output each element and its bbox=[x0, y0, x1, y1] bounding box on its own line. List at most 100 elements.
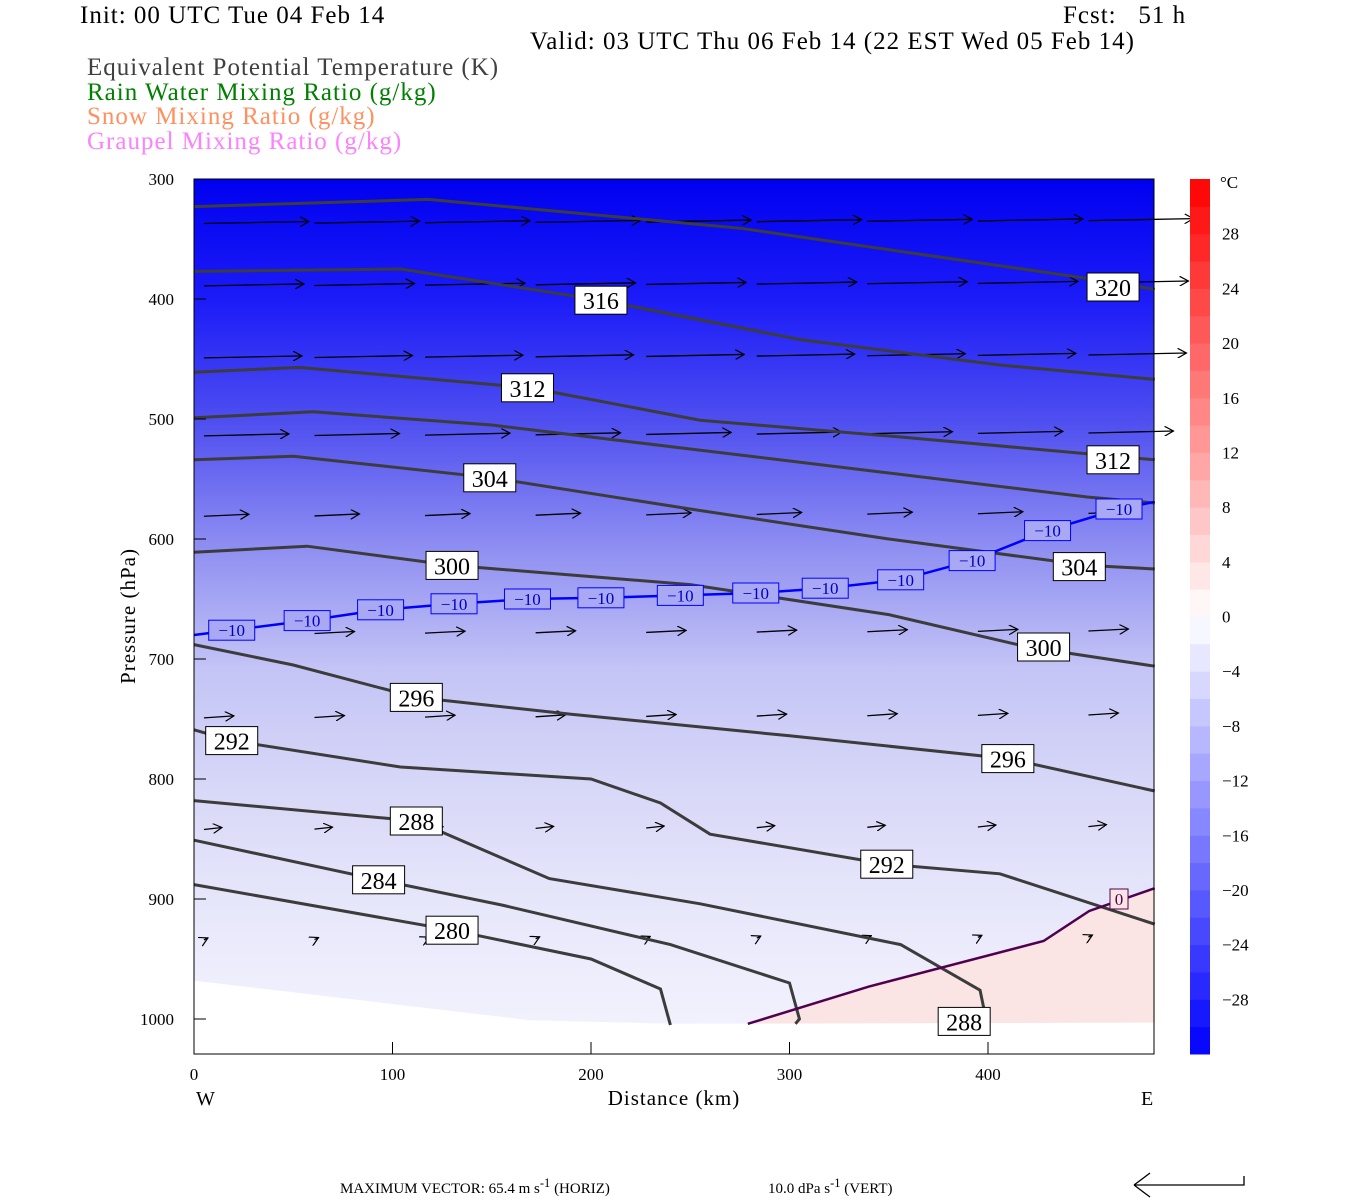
wind-vector bbox=[646, 826, 664, 828]
wind-vector bbox=[314, 938, 318, 940]
wind-vector bbox=[977, 629, 1018, 631]
y-tick-label: 800 bbox=[149, 770, 175, 789]
wind-vector bbox=[756, 354, 855, 356]
colorbar-bin bbox=[1190, 315, 1210, 344]
colorbar-bin bbox=[1190, 534, 1210, 563]
contour-label-box bbox=[937, 1006, 991, 1036]
wind-vector bbox=[314, 827, 332, 829]
colorbar-bin bbox=[1190, 261, 1210, 289]
wind-vector bbox=[203, 221, 309, 223]
wind-vector bbox=[535, 433, 621, 435]
colorbar-bin bbox=[1190, 999, 1210, 1028]
wind-vector bbox=[535, 715, 566, 717]
colorbar-bin bbox=[1190, 343, 1210, 371]
wind-vector bbox=[535, 355, 634, 357]
isotherm-label-box bbox=[430, 593, 478, 615]
x-tick-label: 100 bbox=[380, 1065, 406, 1084]
wind-vector bbox=[756, 220, 862, 222]
wind-vector bbox=[203, 434, 289, 436]
colorbar-bin bbox=[1190, 917, 1210, 946]
isotherm-label: 0 bbox=[1115, 890, 1124, 909]
colorbar-label: −8 bbox=[1222, 717, 1240, 736]
colorbar-label: 4 bbox=[1222, 553, 1231, 572]
isotherm-label-box bbox=[801, 577, 849, 599]
colorbar-bin bbox=[1190, 233, 1210, 262]
forecast-hour: Fcst: 51 h bbox=[1063, 2, 1187, 29]
contour-label-box bbox=[1017, 632, 1071, 662]
wind-vector bbox=[203, 356, 302, 358]
contour-label-box bbox=[389, 806, 443, 836]
contour-label: 292 bbox=[214, 730, 250, 756]
wind-vector bbox=[203, 514, 249, 516]
contour-label: 292 bbox=[869, 853, 905, 879]
legend-graupel: Graupel Mixing Ratio (g/kg) bbox=[87, 128, 403, 155]
isotherm-label: −10 bbox=[887, 571, 914, 590]
y-tick-label: 1000 bbox=[140, 1010, 174, 1029]
colorbar-label: 0 bbox=[1222, 608, 1231, 627]
isotherm-label: −10 bbox=[367, 601, 394, 620]
y-tick-label: 700 bbox=[149, 650, 175, 669]
wind-vector bbox=[867, 714, 897, 716]
wind-vector bbox=[977, 219, 1083, 221]
wind-vector bbox=[977, 713, 1008, 715]
y-tick-label: 900 bbox=[149, 890, 175, 909]
wind-vector bbox=[977, 353, 1076, 355]
contour-label: 288 bbox=[398, 810, 434, 836]
colorbar-bin bbox=[1190, 835, 1210, 864]
theta-e-contour bbox=[193, 883, 672, 1026]
wind-vector bbox=[978, 935, 982, 937]
wind-vector bbox=[314, 514, 359, 516]
wind-vector bbox=[535, 826, 554, 828]
theta-e-contour bbox=[193, 728, 1156, 926]
max-vector-vert: 10.0 dPa s-1 (VERT) bbox=[768, 1176, 893, 1197]
isotherm-label-box bbox=[1109, 888, 1129, 910]
isotherm-label-box bbox=[283, 610, 331, 632]
colorbar-label: 12 bbox=[1222, 443, 1239, 462]
wind-vector bbox=[314, 632, 354, 634]
wind-vector bbox=[646, 513, 691, 515]
contour-label-box bbox=[1052, 552, 1106, 582]
contour-label: 300 bbox=[1026, 636, 1062, 662]
wind-vector bbox=[756, 826, 775, 828]
wind-vector bbox=[535, 631, 576, 633]
east-label: E bbox=[1141, 1088, 1153, 1110]
wind-vector bbox=[646, 630, 686, 632]
contour-label-box bbox=[463, 463, 517, 493]
colorbar-bin bbox=[1190, 561, 1210, 590]
wind-vector bbox=[756, 432, 842, 434]
isotherm-label-box bbox=[503, 588, 551, 610]
contour-label: 320 bbox=[1095, 276, 1131, 302]
wind-vector bbox=[425, 221, 530, 223]
contour-label: 288 bbox=[946, 1010, 982, 1036]
colorbar-label: −12 bbox=[1222, 772, 1249, 791]
colorbar-bin bbox=[1190, 753, 1210, 782]
colorbar-bin bbox=[1190, 643, 1210, 672]
colorbar-bin bbox=[1190, 507, 1210, 535]
x-tick-label: 400 bbox=[975, 1065, 1001, 1084]
contour-label-box bbox=[389, 682, 443, 712]
colorbar-bin bbox=[1190, 889, 1210, 918]
colorbar-label: −28 bbox=[1222, 990, 1249, 1009]
wind-vector bbox=[314, 356, 412, 358]
contour-label-box bbox=[352, 865, 406, 895]
contour-label-box bbox=[574, 285, 628, 315]
wind-vector bbox=[867, 825, 885, 827]
contour-label: 312 bbox=[1095, 449, 1131, 475]
isotherm-label-box bbox=[656, 584, 704, 606]
colorbar-bin bbox=[1190, 944, 1210, 973]
wind-vector bbox=[1088, 353, 1186, 355]
isotherm-label: −10 bbox=[1034, 522, 1061, 541]
contour-label: 312 bbox=[509, 377, 545, 403]
contour-label-box bbox=[860, 849, 914, 879]
wind-vector bbox=[867, 282, 967, 284]
wind-vector bbox=[536, 937, 540, 939]
isotherm-label-box bbox=[732, 582, 780, 604]
isotherm-label: −10 bbox=[667, 586, 694, 605]
theta-e-contour bbox=[193, 267, 1155, 381]
wind-vector bbox=[314, 716, 344, 718]
isotherm-label-box bbox=[948, 550, 996, 572]
contour-label-box bbox=[500, 373, 554, 403]
wind-vector bbox=[756, 630, 797, 632]
colorbar-label: −20 bbox=[1222, 881, 1249, 900]
